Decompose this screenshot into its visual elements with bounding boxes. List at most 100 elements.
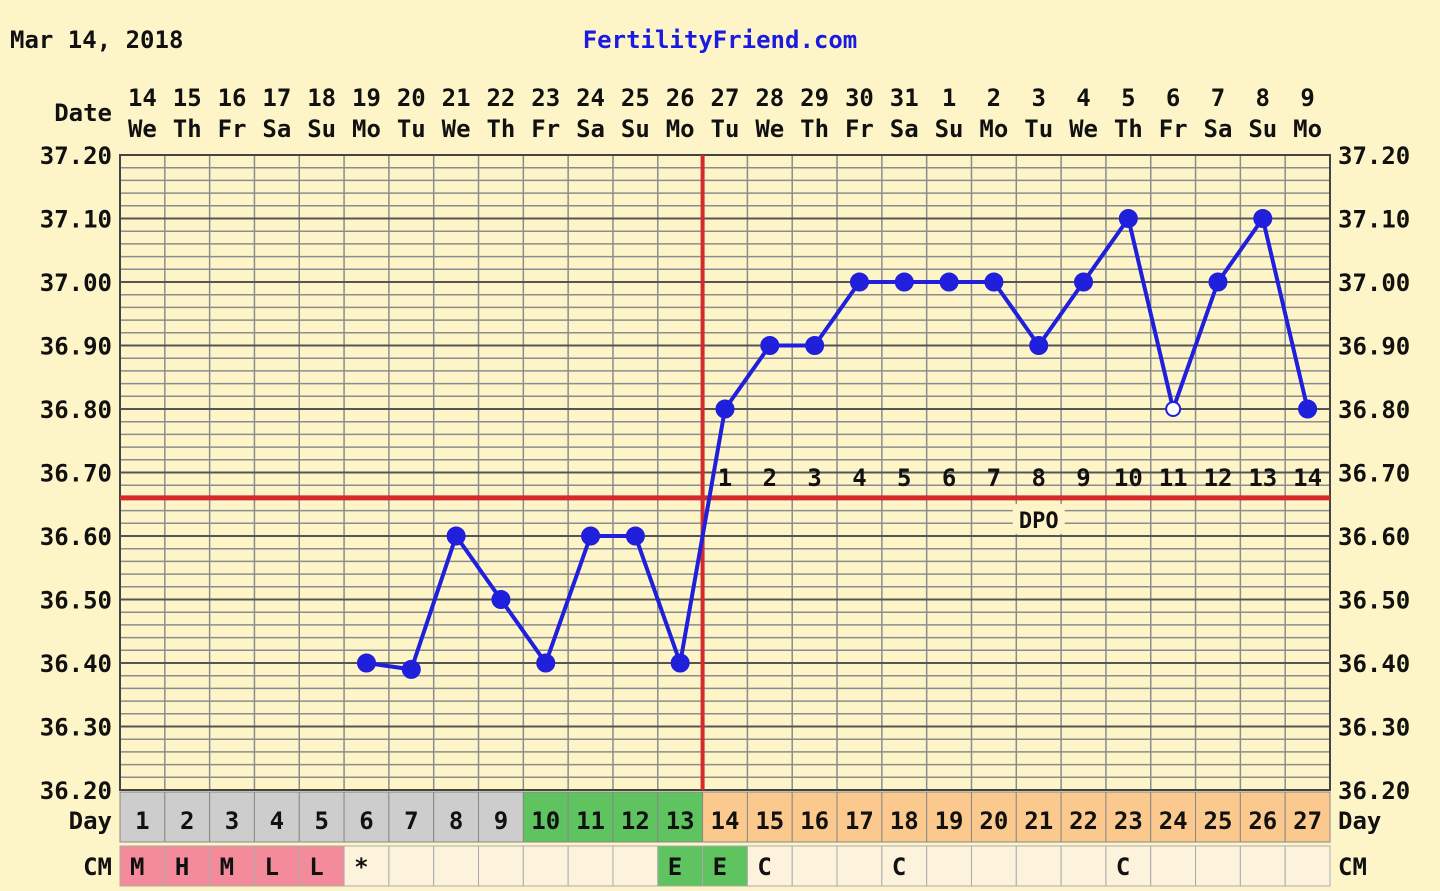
date-label: 19 xyxy=(352,84,381,112)
y-tick-label-left: 36.30 xyxy=(40,714,112,742)
temperature-point xyxy=(1298,399,1318,419)
cm-cell xyxy=(970,845,1017,887)
cm-label: E xyxy=(668,853,682,881)
y-tick-label-left: 36.90 xyxy=(40,333,112,361)
dpo-number: 7 xyxy=(987,464,1001,492)
reference-lines xyxy=(120,155,1330,790)
cycle-day-label: 13 xyxy=(666,807,695,835)
cycle-day-cell xyxy=(1015,791,1062,843)
temperature-line xyxy=(366,216,1310,672)
cm-cell xyxy=(1284,845,1331,887)
cm-cell xyxy=(1105,845,1152,887)
cm-label: M xyxy=(130,853,144,881)
cycle-day-cell xyxy=(612,791,659,843)
date-label: 26 xyxy=(666,84,695,112)
dpo-number: 1 xyxy=(718,464,732,492)
weekday-label: Fr xyxy=(218,115,247,143)
y-tick-label-right: 36.40 xyxy=(1338,650,1410,678)
cm-cell xyxy=(209,845,255,887)
weekday-label: Su xyxy=(621,115,650,143)
cm-cell xyxy=(253,845,300,887)
cm-label: E xyxy=(713,853,727,881)
dpo-caption-bg xyxy=(1012,503,1065,534)
cm-cell xyxy=(1015,845,1062,887)
weekday-label: Th xyxy=(173,115,202,143)
temperature-point xyxy=(581,526,601,546)
cycle-day-label: 16 xyxy=(800,807,829,835)
cycle-day-cell xyxy=(657,791,704,843)
weekday-label: Fr xyxy=(845,115,874,143)
weekday-label: Fr xyxy=(1159,115,1188,143)
cycle-day-label: 3 xyxy=(225,807,239,835)
weekday-label: Su xyxy=(1248,115,1277,143)
cycle-day-label: 4 xyxy=(270,807,284,835)
date-label: 3 xyxy=(1031,84,1045,112)
plot-border xyxy=(119,154,1331,791)
dpo-number: 4 xyxy=(852,464,866,492)
cycle-day-label: 22 xyxy=(1069,807,1098,835)
cycle-day-label: 2 xyxy=(180,807,194,835)
dpo-number: 14 xyxy=(1293,464,1322,492)
weekday-label: Tu xyxy=(397,115,426,143)
cycle-day-cell xyxy=(1284,791,1331,843)
grid xyxy=(119,154,1331,791)
weekday-label: Sa xyxy=(262,115,291,143)
y-tick-label-left: 36.50 xyxy=(40,587,112,615)
cycle-day-label: 18 xyxy=(890,807,919,835)
cm-label: C xyxy=(757,853,771,881)
cm-cell xyxy=(1060,845,1107,887)
y-tick-label-right: 36.70 xyxy=(1338,460,1410,488)
cycle-day-label: 6 xyxy=(359,807,373,835)
cycle-day-cell xyxy=(970,791,1017,843)
date-label: 28 xyxy=(755,84,784,112)
weekday-label: Su xyxy=(307,115,336,143)
cycle-day-cell xyxy=(343,791,390,843)
temperature-point xyxy=(1253,209,1273,228)
temperature-point xyxy=(894,272,914,292)
temperature-point xyxy=(401,659,421,679)
cycle-day-cell xyxy=(478,791,524,843)
cm-cell xyxy=(791,845,838,887)
temperature-point xyxy=(491,590,511,609)
date-label: 7 xyxy=(1211,84,1225,112)
chart-date: Mar 14, 2018 xyxy=(10,26,183,54)
weekday-label: Th xyxy=(1114,115,1143,143)
cm-cell xyxy=(836,845,883,887)
date-label: 24 xyxy=(576,84,605,112)
cycle-day-cell xyxy=(209,791,255,843)
cm-cell xyxy=(567,845,614,887)
dpo-number: 13 xyxy=(1248,464,1277,492)
dpo-number: 3 xyxy=(807,464,821,492)
dpo-number: 10 xyxy=(1114,464,1143,492)
temperature-point xyxy=(1074,272,1094,292)
day-row-label-left: Day xyxy=(69,807,112,835)
temperature-point xyxy=(760,336,780,355)
y-tick-label-right: 36.50 xyxy=(1338,587,1410,615)
cycle-day-label: 21 xyxy=(1024,807,1053,835)
date-label: 23 xyxy=(531,84,560,112)
temperature-point xyxy=(625,526,645,546)
cycle-day-cell xyxy=(522,791,569,843)
cycle-day-label: 14 xyxy=(711,807,740,835)
y-tick-label-left: 36.60 xyxy=(40,523,112,551)
cm-cell xyxy=(1195,845,1241,887)
dpo-number: 2 xyxy=(763,464,777,492)
cm-cell xyxy=(298,845,345,887)
cycle-day-label: 10 xyxy=(531,807,560,835)
cm-cell xyxy=(119,845,166,887)
cycle-day-cell xyxy=(298,791,345,843)
date-label: 8 xyxy=(1256,84,1270,112)
cm-cell xyxy=(478,845,524,887)
date-label: 6 xyxy=(1166,84,1180,112)
temperature-series xyxy=(356,209,1318,679)
cycle-day-cell xyxy=(1195,791,1241,843)
cm-cell xyxy=(1150,845,1197,887)
dpo-number: 9 xyxy=(1076,464,1090,492)
cm-label: L xyxy=(309,853,323,881)
date-label: 21 xyxy=(442,84,471,112)
cycle-day-cell xyxy=(791,791,838,843)
y-tick-label-right: 36.80 xyxy=(1338,396,1410,424)
temperature-point xyxy=(849,272,869,292)
